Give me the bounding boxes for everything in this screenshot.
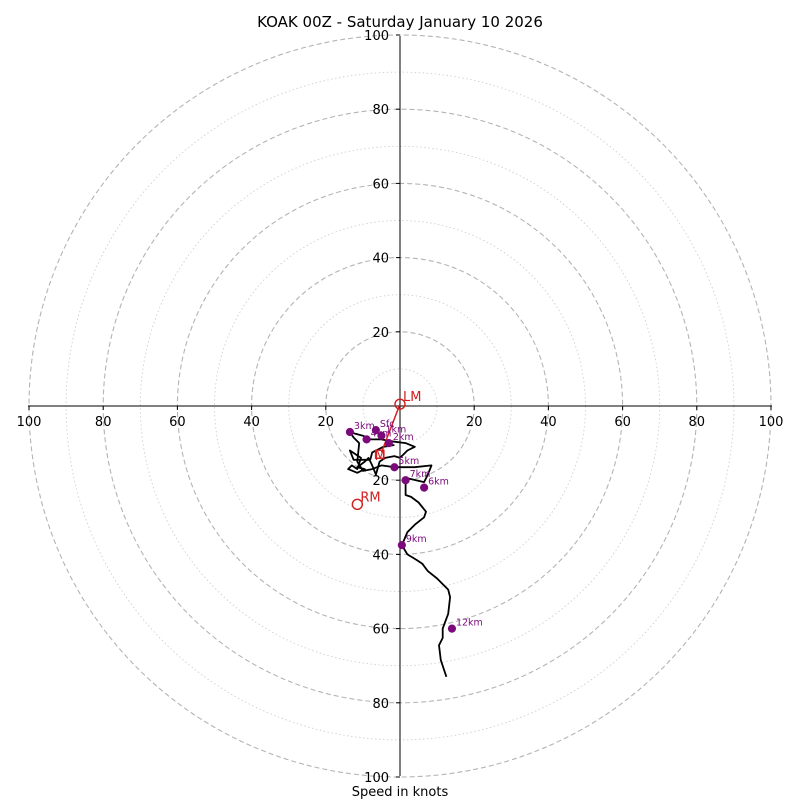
- chart-title: KOAK 00Z - Saturday January 10 2026: [257, 13, 543, 31]
- height-marker-9km: [397, 541, 406, 550]
- x-tick-label: 20: [466, 415, 483, 430]
- height-marker-6km-label: 6km: [428, 477, 449, 488]
- height-marker-7km-label: 7km: [410, 469, 431, 480]
- shear-vector-line: [380, 403, 401, 453]
- x-tick-label: 80: [95, 415, 112, 430]
- rm-storm-motion-label: RM: [360, 490, 380, 505]
- storm-motion-layer: LM RM M: [351, 390, 421, 511]
- y-tick-label: 60: [372, 177, 389, 192]
- y-tick-label: 100: [364, 771, 389, 786]
- y-tick-label: 80: [372, 103, 389, 118]
- height-marker-4km: [362, 435, 371, 444]
- height-marker-sfc: [371, 426, 380, 435]
- height-marker-sfc-label: Sfc: [380, 419, 395, 430]
- height-marker-4km-label: 4km: [371, 428, 392, 439]
- x-tick-label: 100: [17, 415, 42, 430]
- hodograph-line: [347, 431, 452, 678]
- y-tick-label: 20: [372, 474, 389, 489]
- x-tick-label: 80: [689, 415, 706, 430]
- mean-wind-marker: [374, 449, 385, 459]
- height-marker-12km: [447, 624, 457, 633]
- y-tick-label: 20: [372, 326, 389, 341]
- x-tick-label: 100: [759, 415, 784, 430]
- x-tick-label: 60: [169, 415, 186, 430]
- lm-storm-motion-label: LM: [403, 390, 421, 405]
- height-marker-2km-label: 2km: [393, 432, 414, 443]
- lm-storm-motion-marker: [394, 398, 406, 410]
- height-marker-5km-label: 5km: [398, 456, 419, 467]
- x-tick-label: 20: [318, 415, 335, 430]
- mean-wind-label: M: [375, 449, 386, 464]
- y-tick-label: 80: [372, 697, 389, 712]
- height-marker-1km-label: 1km: [385, 425, 406, 436]
- height-marker-3km: [345, 427, 355, 437]
- y-tick-label: 100: [364, 29, 389, 44]
- height-marker-9km-label: 9km: [406, 534, 427, 545]
- hodograph-trace: [347, 431, 452, 678]
- height-marker-6km: [420, 483, 429, 492]
- height-marker-12km-label: 12km: [456, 618, 483, 629]
- height-marker-1km: [377, 431, 386, 440]
- axis-ticks: 100 80 60 40 20 20 40 60 80 100 100 80 60 40 20 20 40 60 8…: [17, 29, 784, 786]
- x-axis-label: Speed in knots: [352, 785, 449, 800]
- height-marker-5km: [390, 463, 399, 472]
- height-marker-7km: [401, 476, 410, 485]
- height-marker-3km-label: 3km: [354, 421, 375, 432]
- y-tick-label: 60: [372, 623, 389, 638]
- y-tick-label: 40: [372, 548, 389, 563]
- y-tick-label: 40: [372, 252, 389, 267]
- height-marker-2km: [384, 439, 393, 448]
- x-tick-label: 60: [614, 415, 631, 430]
- rm-storm-motion-marker: [351, 498, 364, 511]
- x-tick-label: 40: [243, 415, 260, 430]
- x-tick-label: 40: [540, 415, 557, 430]
